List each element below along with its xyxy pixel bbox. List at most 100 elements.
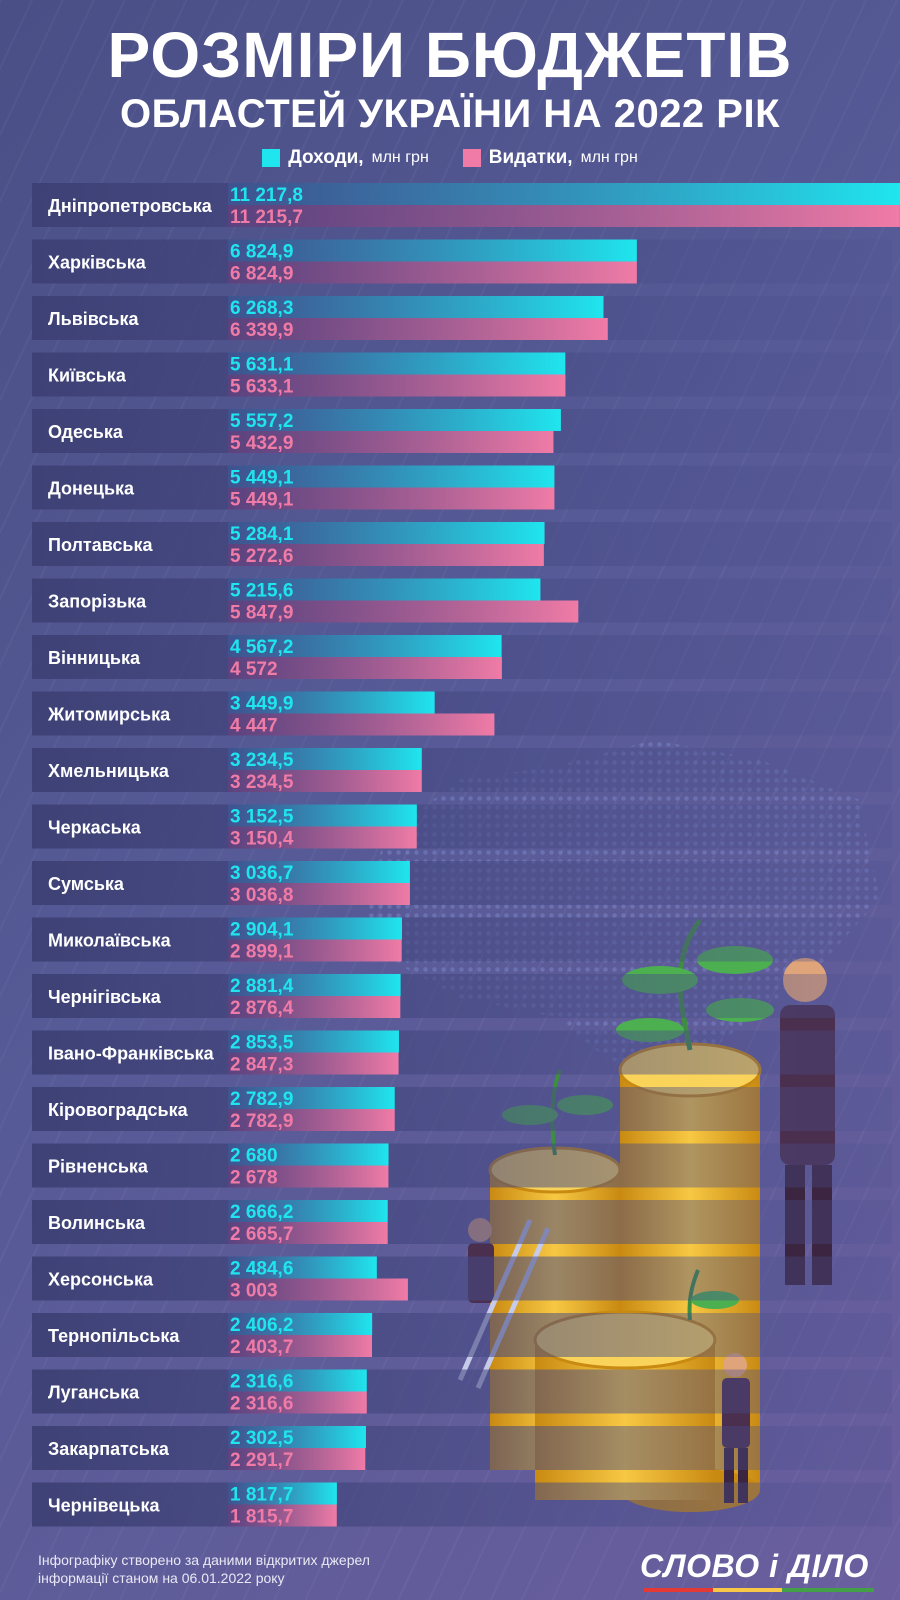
region-label: Чернівецька: [48, 1496, 161, 1516]
row-background: [32, 1426, 892, 1470]
income-value-label: 11 217,8: [230, 185, 303, 206]
region-label: Чернігівська: [48, 987, 162, 1007]
region-label: Донецька: [48, 479, 135, 499]
legend-income-swatch: [262, 149, 281, 167]
expense-bar: [228, 657, 502, 679]
income-bar: [228, 691, 435, 714]
income-bar: [228, 1482, 337, 1505]
expense-bar: [228, 205, 900, 227]
expense-value-label: 2 316,6: [230, 1394, 293, 1415]
income-bar: [228, 522, 545, 544]
income-bar: [228, 635, 502, 657]
title-line-2: ОБЛАСТЕЙ УКРАЇНИ НА 2022 РІК: [119, 92, 780, 136]
expense-bar: [228, 1448, 366, 1470]
expense-value-label: 2 403,7: [230, 1337, 293, 1358]
region-label: Хмельницька: [48, 761, 170, 781]
income-value-label: 2 782,9: [230, 1089, 293, 1110]
income-bar: [228, 1200, 388, 1222]
legend-income-unit: млн грн: [371, 149, 429, 166]
expense-value-label: 2 847,3: [230, 1055, 293, 1076]
expense-bar: [228, 318, 608, 340]
expense-bar: [228, 1052, 399, 1075]
footer-source-note: Інфографіку створено за даними відкритих…: [38, 1552, 370, 1586]
income-bar: [228, 804, 417, 827]
expense-value-label: 1 815,7: [230, 1507, 293, 1528]
expense-value-label: 11 215,7: [230, 207, 303, 228]
income-bar: [228, 1426, 366, 1448]
region-label: Сумська: [48, 874, 125, 894]
region-label: Черкаська: [48, 818, 142, 838]
legend-expense-unit: млн грн: [580, 149, 638, 166]
expense-value-label: 2 782,9: [230, 1111, 293, 1132]
expense-value-label: 5 272,6: [230, 546, 293, 567]
income-value-label: 2 484,6: [230, 1259, 293, 1280]
expense-bar: [228, 374, 566, 397]
region-label: Тернопільська: [48, 1326, 180, 1346]
expense-value-label: 3 150,4: [230, 829, 294, 850]
expense-bar: [228, 996, 401, 1018]
income-value-label: 2 881,4: [230, 976, 294, 997]
legend-income-label: Доходи,: [288, 147, 364, 168]
income-bar: [228, 861, 410, 883]
income-value-label: 2 666,2: [230, 1202, 293, 1223]
region-label: Рівненська: [48, 1157, 149, 1177]
income-value-label: 6 824,9: [230, 242, 293, 263]
income-value-label: 2 406,2: [230, 1315, 293, 1336]
income-value-label: 2 904,1: [230, 920, 294, 941]
region-label: Одеська: [48, 422, 124, 442]
region-label: Кіровоградська: [48, 1100, 189, 1120]
income-value-label: 5 557,2: [230, 411, 293, 432]
row-background: [32, 974, 892, 1018]
expense-value-label: 4 447: [230, 716, 278, 737]
legend-income: Доходи, млн грн: [262, 147, 429, 169]
expense-bar: [228, 1335, 372, 1357]
region-label: Закарпатська: [48, 1439, 170, 1459]
income-bar: [228, 1369, 367, 1392]
region-label: Вінницька: [48, 648, 141, 668]
expense-value-label: 2 665,7: [230, 1224, 293, 1245]
row-background: [32, 1200, 892, 1244]
expense-value-label: 2 291,7: [230, 1450, 293, 1471]
expense-value-label: 5 432,9: [230, 433, 293, 454]
income-value-label: 1 817,7: [230, 1485, 293, 1506]
expense-bar: [228, 713, 495, 736]
region-label: Херсонська: [48, 1270, 154, 1290]
region-label: Луганська: [48, 1383, 140, 1403]
region-label: Полтавська: [48, 535, 153, 555]
income-value-label: 3 036,7: [230, 863, 293, 884]
expense-value-label: 2 899,1: [230, 942, 294, 963]
expense-value-label: 4 572: [230, 659, 278, 680]
income-value-label: 3 449,9: [230, 694, 293, 715]
expense-value-label: 2 876,4: [230, 998, 294, 1019]
region-label: Запорізька: [48, 592, 147, 612]
region-label: Київська: [48, 366, 127, 386]
expense-value-label: 5 449,1: [230, 490, 294, 511]
region-label: Миколаївська: [48, 931, 172, 951]
expense-bar: [228, 770, 422, 792]
income-bar: [228, 1087, 395, 1109]
row-background: [32, 1087, 892, 1131]
row-background: [32, 1143, 892, 1188]
income-bar: [228, 183, 900, 205]
region-label: Харківська: [48, 253, 147, 273]
row-background: [32, 861, 892, 905]
income-value-label: 5 284,1: [230, 524, 294, 545]
income-value-label: 3 234,5: [230, 750, 294, 771]
row-background: [32, 1369, 892, 1414]
income-bar: [228, 1143, 389, 1166]
row-background: [32, 917, 892, 962]
expense-bar: [228, 1109, 395, 1131]
expense-bar: [228, 1504, 337, 1527]
income-value-label: 4 567,2: [230, 637, 293, 658]
expense-value-label: 2 678: [230, 1168, 278, 1189]
region-label: Львівська: [48, 309, 139, 329]
income-bar: [228, 1313, 373, 1335]
expense-value-label: 5 633,1: [230, 377, 294, 398]
region-label: Івано-Франківська: [48, 1044, 215, 1064]
income-value-label: 2 316,6: [230, 1372, 293, 1393]
legend-expense-label: Видатки,: [488, 147, 573, 168]
income-bar: [228, 974, 401, 996]
expense-value-label: 3 003: [230, 1281, 278, 1302]
legend-expense: Видатки, млн грн: [462, 147, 638, 169]
